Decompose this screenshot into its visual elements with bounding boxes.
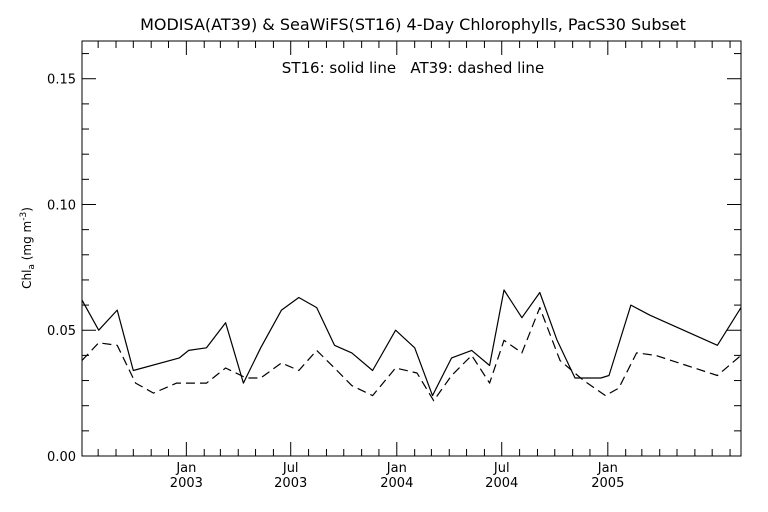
y-tick-label: 0.00	[47, 450, 76, 465]
y-tick-label: 0.10	[47, 198, 76, 213]
series-line-st16	[81, 289, 742, 397]
plot-area-frame	[81, 40, 742, 457]
chart-title: MODISA(AT39) & SeaWiFS(ST16) 4-Day Chlor…	[140, 15, 686, 34]
x-tick-label-month: Jan	[386, 461, 407, 476]
axis-ticks	[82, 41, 741, 457]
y-axis-label: Chla (mg m-3)	[19, 207, 37, 289]
axis-tick-labels: 0.000.050.100.15Jan2003Jul2003Jan2004Jul…	[47, 73, 624, 491]
x-tick-label-year: 2004	[485, 476, 518, 491]
x-tick-label-month: Jul	[493, 461, 510, 476]
y-axis-label-units: (mg m	[20, 221, 34, 264]
y-axis-label-close: )	[20, 207, 34, 212]
x-tick-label-month: Jul	[282, 461, 299, 476]
y-tick-label: 0.15	[47, 73, 76, 88]
series-style-annotation: ST16: solid line AT39: dashed line	[282, 59, 544, 77]
x-tick-label-year: 2004	[380, 476, 413, 491]
x-tick-label-month: Jan	[597, 461, 618, 476]
x-tick-label-year: 2003	[170, 476, 203, 491]
y-axis-label-subscript: a	[27, 264, 37, 270]
series-lines	[81, 289, 742, 402]
series-line-at39	[81, 307, 742, 402]
x-tick-label-year: 2005	[591, 476, 624, 491]
x-tick-label-year: 2003	[274, 476, 307, 491]
y-axis-label-base: Chl	[20, 270, 34, 289]
y-tick-label: 0.05	[47, 324, 76, 339]
y-axis-label-superscript: -3	[19, 212, 29, 221]
x-tick-label-month: Jan	[175, 461, 196, 476]
